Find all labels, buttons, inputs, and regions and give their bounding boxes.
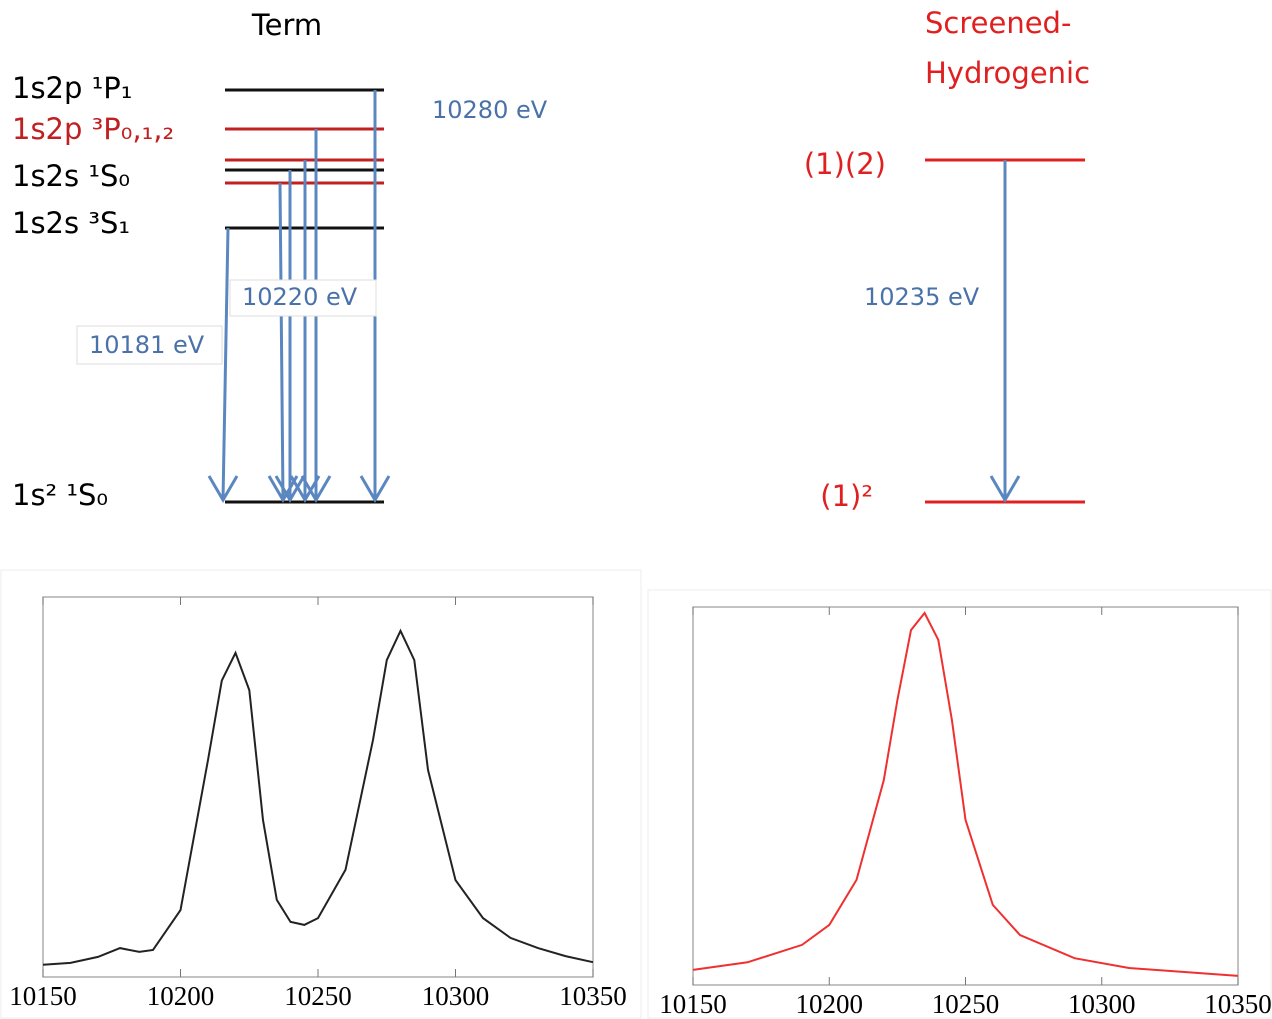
panel xyxy=(0,569,642,1019)
level-label: 1s2p ¹P₁ xyxy=(12,71,132,105)
x-tick-label: 10350 xyxy=(1204,989,1272,1019)
x-tick-label: 10200 xyxy=(147,981,215,1011)
transition-energy: 10280 eV xyxy=(432,96,548,124)
level-label: 1s² ¹S₀ xyxy=(12,478,108,512)
label-box xyxy=(76,325,223,365)
screened-diagram: Screened- Hydrogenic (1)(2) (1)² 10235 e… xyxy=(804,6,1090,513)
plot-frame xyxy=(42,596,594,978)
spectrum-line xyxy=(692,611,1239,977)
x-tick-label: 10350 xyxy=(559,981,627,1011)
arrows xyxy=(207,90,391,503)
x-tick-label: 10150 xyxy=(9,981,77,1011)
x-tick-label: 10300 xyxy=(422,981,490,1011)
x-tick-label: 10250 xyxy=(932,989,1000,1019)
label-box xyxy=(229,279,377,317)
x-tick-label: 10300 xyxy=(1068,989,1136,1019)
arrow xyxy=(989,160,1021,503)
diagram-title: Hydrogenic xyxy=(925,56,1090,90)
x-tick-label: 10250 xyxy=(284,981,352,1011)
diagram-title: Screened- xyxy=(925,6,1071,40)
term-diagram: Term 1s2p ¹P₁ 1s2p ³P₀,₁,₂ 1s2s ¹S₀ 1s2s… xyxy=(12,8,548,512)
level-label: (1)(2) xyxy=(804,147,886,181)
transition-energy: 10235 eV xyxy=(864,283,980,311)
x-tick-label: 10150 xyxy=(659,989,727,1019)
level-label: 1s2s ¹S₀ xyxy=(12,159,130,193)
level-label: 1s2p ³P₀,₁,₂ xyxy=(12,112,174,146)
level-label: (1)² xyxy=(820,479,873,513)
spectrum-line xyxy=(42,628,594,966)
panel xyxy=(647,589,1272,1019)
term-title: Term xyxy=(251,8,322,42)
x-tick-label: 10200 xyxy=(796,989,864,1019)
level-label: 1s2s ³S₁ xyxy=(12,206,130,240)
transition-energy: 10181 eV xyxy=(89,331,205,359)
plot-frame xyxy=(692,606,1239,986)
transition-energy: 10220 eV xyxy=(242,283,358,311)
